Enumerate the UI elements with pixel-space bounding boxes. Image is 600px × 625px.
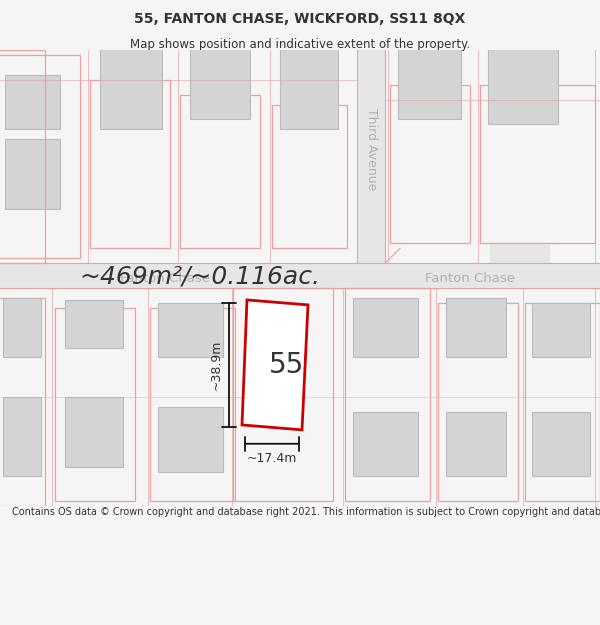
Bar — [100, 25, 162, 129]
Bar — [5, 139, 60, 209]
Text: Contains OS data © Crown copyright and database right 2021. This information is : Contains OS data © Crown copyright and d… — [12, 507, 600, 517]
Bar — [345, 288, 430, 501]
Bar — [357, 50, 385, 263]
Bar — [5, 75, 60, 129]
Text: ~17.4m: ~17.4m — [247, 452, 297, 465]
Bar — [490, 243, 550, 263]
Bar — [158, 407, 223, 471]
Bar — [488, 25, 558, 124]
Bar — [158, 303, 223, 358]
Bar — [353, 412, 418, 476]
Bar — [0, 55, 80, 258]
Bar — [446, 412, 506, 476]
Text: Fanton Chase: Fanton Chase — [425, 272, 515, 285]
Bar — [353, 298, 418, 358]
Bar — [3, 397, 41, 476]
Bar — [0, 298, 45, 506]
Text: Map shows position and indicative extent of the property.: Map shows position and indicative extent… — [130, 38, 470, 51]
Bar — [532, 303, 590, 358]
Bar — [272, 104, 347, 248]
Bar — [0, 263, 600, 288]
Text: 55, FANTON CHASE, WICKFORD, SS11 8QX: 55, FANTON CHASE, WICKFORD, SS11 8QX — [134, 12, 466, 26]
Text: Fanton Chase: Fanton Chase — [120, 272, 210, 285]
Text: Third Avenue: Third Avenue — [365, 108, 377, 191]
Bar — [525, 303, 600, 501]
Bar — [390, 85, 470, 243]
Bar — [150, 308, 235, 501]
Bar — [446, 298, 506, 358]
Text: 55: 55 — [269, 351, 304, 379]
Text: ~469m²/~0.116ac.: ~469m²/~0.116ac. — [79, 264, 320, 288]
Bar — [438, 303, 518, 501]
Bar — [90, 80, 170, 248]
Bar — [532, 412, 590, 476]
Bar — [480, 85, 595, 243]
Bar — [233, 288, 333, 501]
Bar — [65, 300, 123, 348]
Bar — [55, 308, 135, 501]
Polygon shape — [242, 300, 308, 430]
Bar — [65, 397, 123, 467]
Bar — [0, 50, 45, 263]
Bar — [398, 12, 461, 119]
Bar — [3, 298, 41, 358]
Bar — [180, 94, 260, 248]
Text: ~38.9m: ~38.9m — [210, 340, 223, 390]
Bar — [190, 11, 250, 119]
Bar — [280, 35, 338, 129]
